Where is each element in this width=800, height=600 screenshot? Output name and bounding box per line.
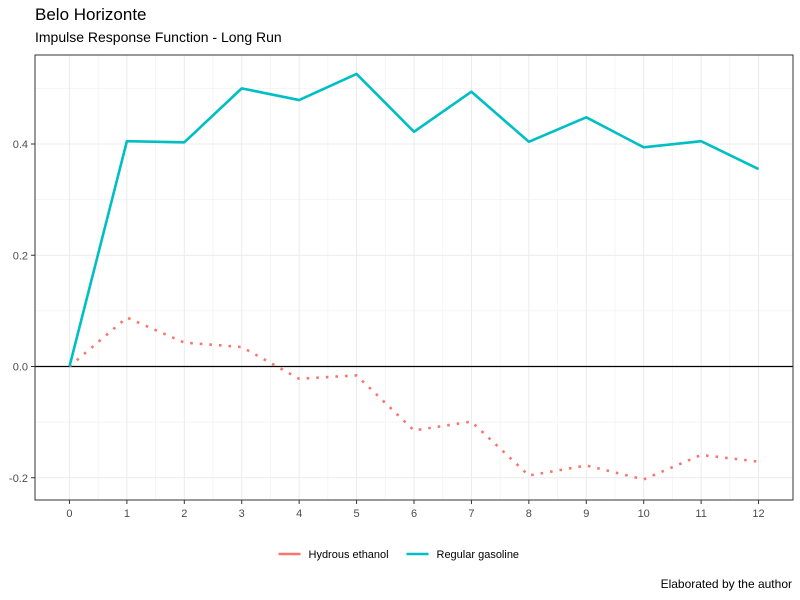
- x-tick-label: 3: [239, 508, 245, 520]
- chart-subtitle: Impulse Response Function - Long Run: [35, 29, 282, 45]
- chart-caption: Elaborated by the author: [660, 577, 792, 591]
- x-tick-label: 9: [583, 508, 589, 520]
- legend: Hydrous ethanol Regular gasoline: [278, 549, 520, 561]
- x-tick-label: 2: [181, 508, 187, 520]
- x-tick-label: 1: [124, 508, 130, 520]
- series-layer: [68, 72, 760, 481]
- series-line-regular-gasoline: [68, 72, 760, 367]
- legend-label-hydrous-ethanol: Hydrous ethanol: [309, 549, 389, 561]
- x-tick-label: 6: [411, 508, 417, 520]
- chart-title: Belo Horizonte: [35, 5, 147, 24]
- x-tick-label: 8: [526, 508, 532, 520]
- y-tick-label: -0.2: [9, 473, 28, 485]
- grid: [35, 55, 793, 500]
- x-tick-label: 10: [638, 508, 650, 520]
- x-tick-label: 7: [468, 508, 474, 520]
- x-tick-label: 4: [296, 508, 302, 520]
- x-tick-label: 12: [752, 508, 764, 520]
- y-tick-label: 0.0: [13, 362, 28, 374]
- legend-label-regular-gasoline: Regular gasoline: [437, 549, 520, 561]
- x-tick-label: 0: [66, 508, 72, 520]
- axes: 0 1 2 3 4 5 6 7 8 9 10 11 12-0.20.00.20.4: [9, 139, 765, 520]
- y-tick-label: 0.2: [13, 250, 28, 262]
- x-tick-label: 11: [695, 508, 706, 520]
- x-tick-label: 5: [354, 508, 360, 520]
- y-tick-label: 0.4: [13, 139, 28, 151]
